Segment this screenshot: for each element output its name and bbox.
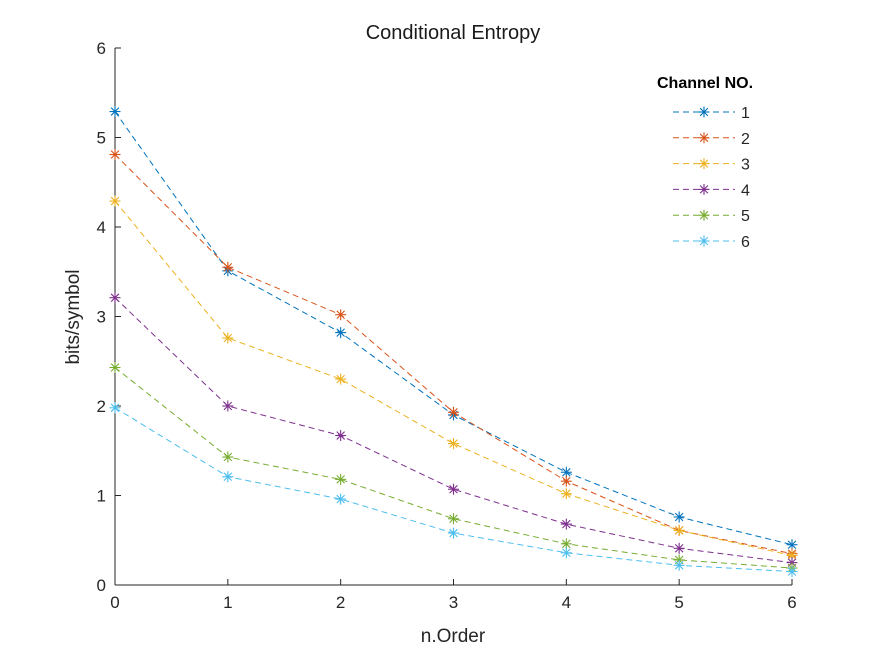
legend-label: 2 xyxy=(741,131,750,148)
legend-label: 3 xyxy=(741,157,750,174)
x-tick-label: 0 xyxy=(110,593,119,612)
y-tick-label: 4 xyxy=(97,218,106,237)
series-line xyxy=(114,111,793,546)
data-point xyxy=(560,518,572,530)
data-point xyxy=(786,566,798,578)
series-layer xyxy=(109,106,798,578)
x-tick-label: 3 xyxy=(449,593,458,612)
data-point xyxy=(448,513,459,525)
series-6 xyxy=(109,402,798,578)
legend-marker xyxy=(698,209,710,221)
series-5 xyxy=(109,362,798,574)
legend-label: 5 xyxy=(741,208,750,225)
data-point xyxy=(109,292,121,304)
legend-marker xyxy=(698,158,710,170)
legend-title: Channel NO. xyxy=(657,75,753,92)
x-axis-label: n.Order xyxy=(421,626,486,647)
series-3 xyxy=(109,195,798,561)
data-point xyxy=(448,406,459,418)
legend-entry: 1 xyxy=(673,105,750,122)
legend-entry: 5 xyxy=(673,208,750,225)
x-tick-label: 2 xyxy=(336,593,345,612)
data-point xyxy=(335,430,347,442)
legend: Channel NO. 1 2 3 4 5 6 xyxy=(657,75,753,251)
series-2 xyxy=(109,149,798,560)
data-point xyxy=(222,332,234,344)
data-point xyxy=(109,195,121,207)
data-point xyxy=(109,149,121,161)
series-4 xyxy=(109,292,798,569)
legend-marker xyxy=(698,183,710,195)
data-point xyxy=(560,488,572,500)
data-point xyxy=(560,466,572,478)
data-point xyxy=(448,483,459,495)
data-point xyxy=(448,438,459,450)
data-point xyxy=(673,542,685,554)
data-point xyxy=(109,106,121,118)
y-tick-label: 6 xyxy=(97,39,106,58)
x-tick-label: 5 xyxy=(674,593,683,612)
data-point xyxy=(673,559,685,571)
legend-label: 6 xyxy=(741,234,750,251)
data-point xyxy=(222,400,234,412)
data-point xyxy=(335,309,347,321)
y-tick-label: 0 xyxy=(97,576,106,595)
legend-marker xyxy=(698,235,710,247)
data-point xyxy=(448,527,459,539)
y-tick-label: 1 xyxy=(97,487,106,506)
legend-label: 1 xyxy=(741,105,750,122)
legend-entry: 2 xyxy=(673,131,750,148)
data-point xyxy=(222,451,234,463)
data-point xyxy=(335,493,347,505)
legend-marker xyxy=(698,132,710,144)
data-point xyxy=(560,475,572,487)
y-tick-label: 3 xyxy=(97,308,106,327)
y-tick-label: 5 xyxy=(97,129,106,148)
data-point xyxy=(109,362,121,374)
x-tick-label: 6 xyxy=(787,593,796,612)
legend-entry: 6 xyxy=(673,234,750,251)
series-1 xyxy=(109,106,798,551)
legend-entry: 3 xyxy=(673,157,750,174)
data-point xyxy=(673,524,685,536)
data-point xyxy=(109,402,121,414)
data-point xyxy=(222,471,234,483)
y-tick-label: 2 xyxy=(97,397,106,416)
data-point xyxy=(335,473,347,485)
data-point xyxy=(222,261,234,273)
legend-label: 4 xyxy=(741,182,750,199)
data-point xyxy=(673,511,685,523)
x-tick-label: 4 xyxy=(562,593,571,612)
data-point xyxy=(335,373,347,385)
x-tick-label: 1 xyxy=(223,593,232,612)
data-point xyxy=(335,327,347,339)
legend-marker xyxy=(698,106,710,118)
chart-title: Conditional Entropy xyxy=(366,22,541,44)
data-point xyxy=(560,547,572,559)
legend-entry: 4 xyxy=(673,182,750,199)
y-axis-label: bits/symbol xyxy=(63,269,84,364)
axes: 0 1 2 3 4 5 6 0 1 2 3 4 5 6 xyxy=(97,39,797,612)
